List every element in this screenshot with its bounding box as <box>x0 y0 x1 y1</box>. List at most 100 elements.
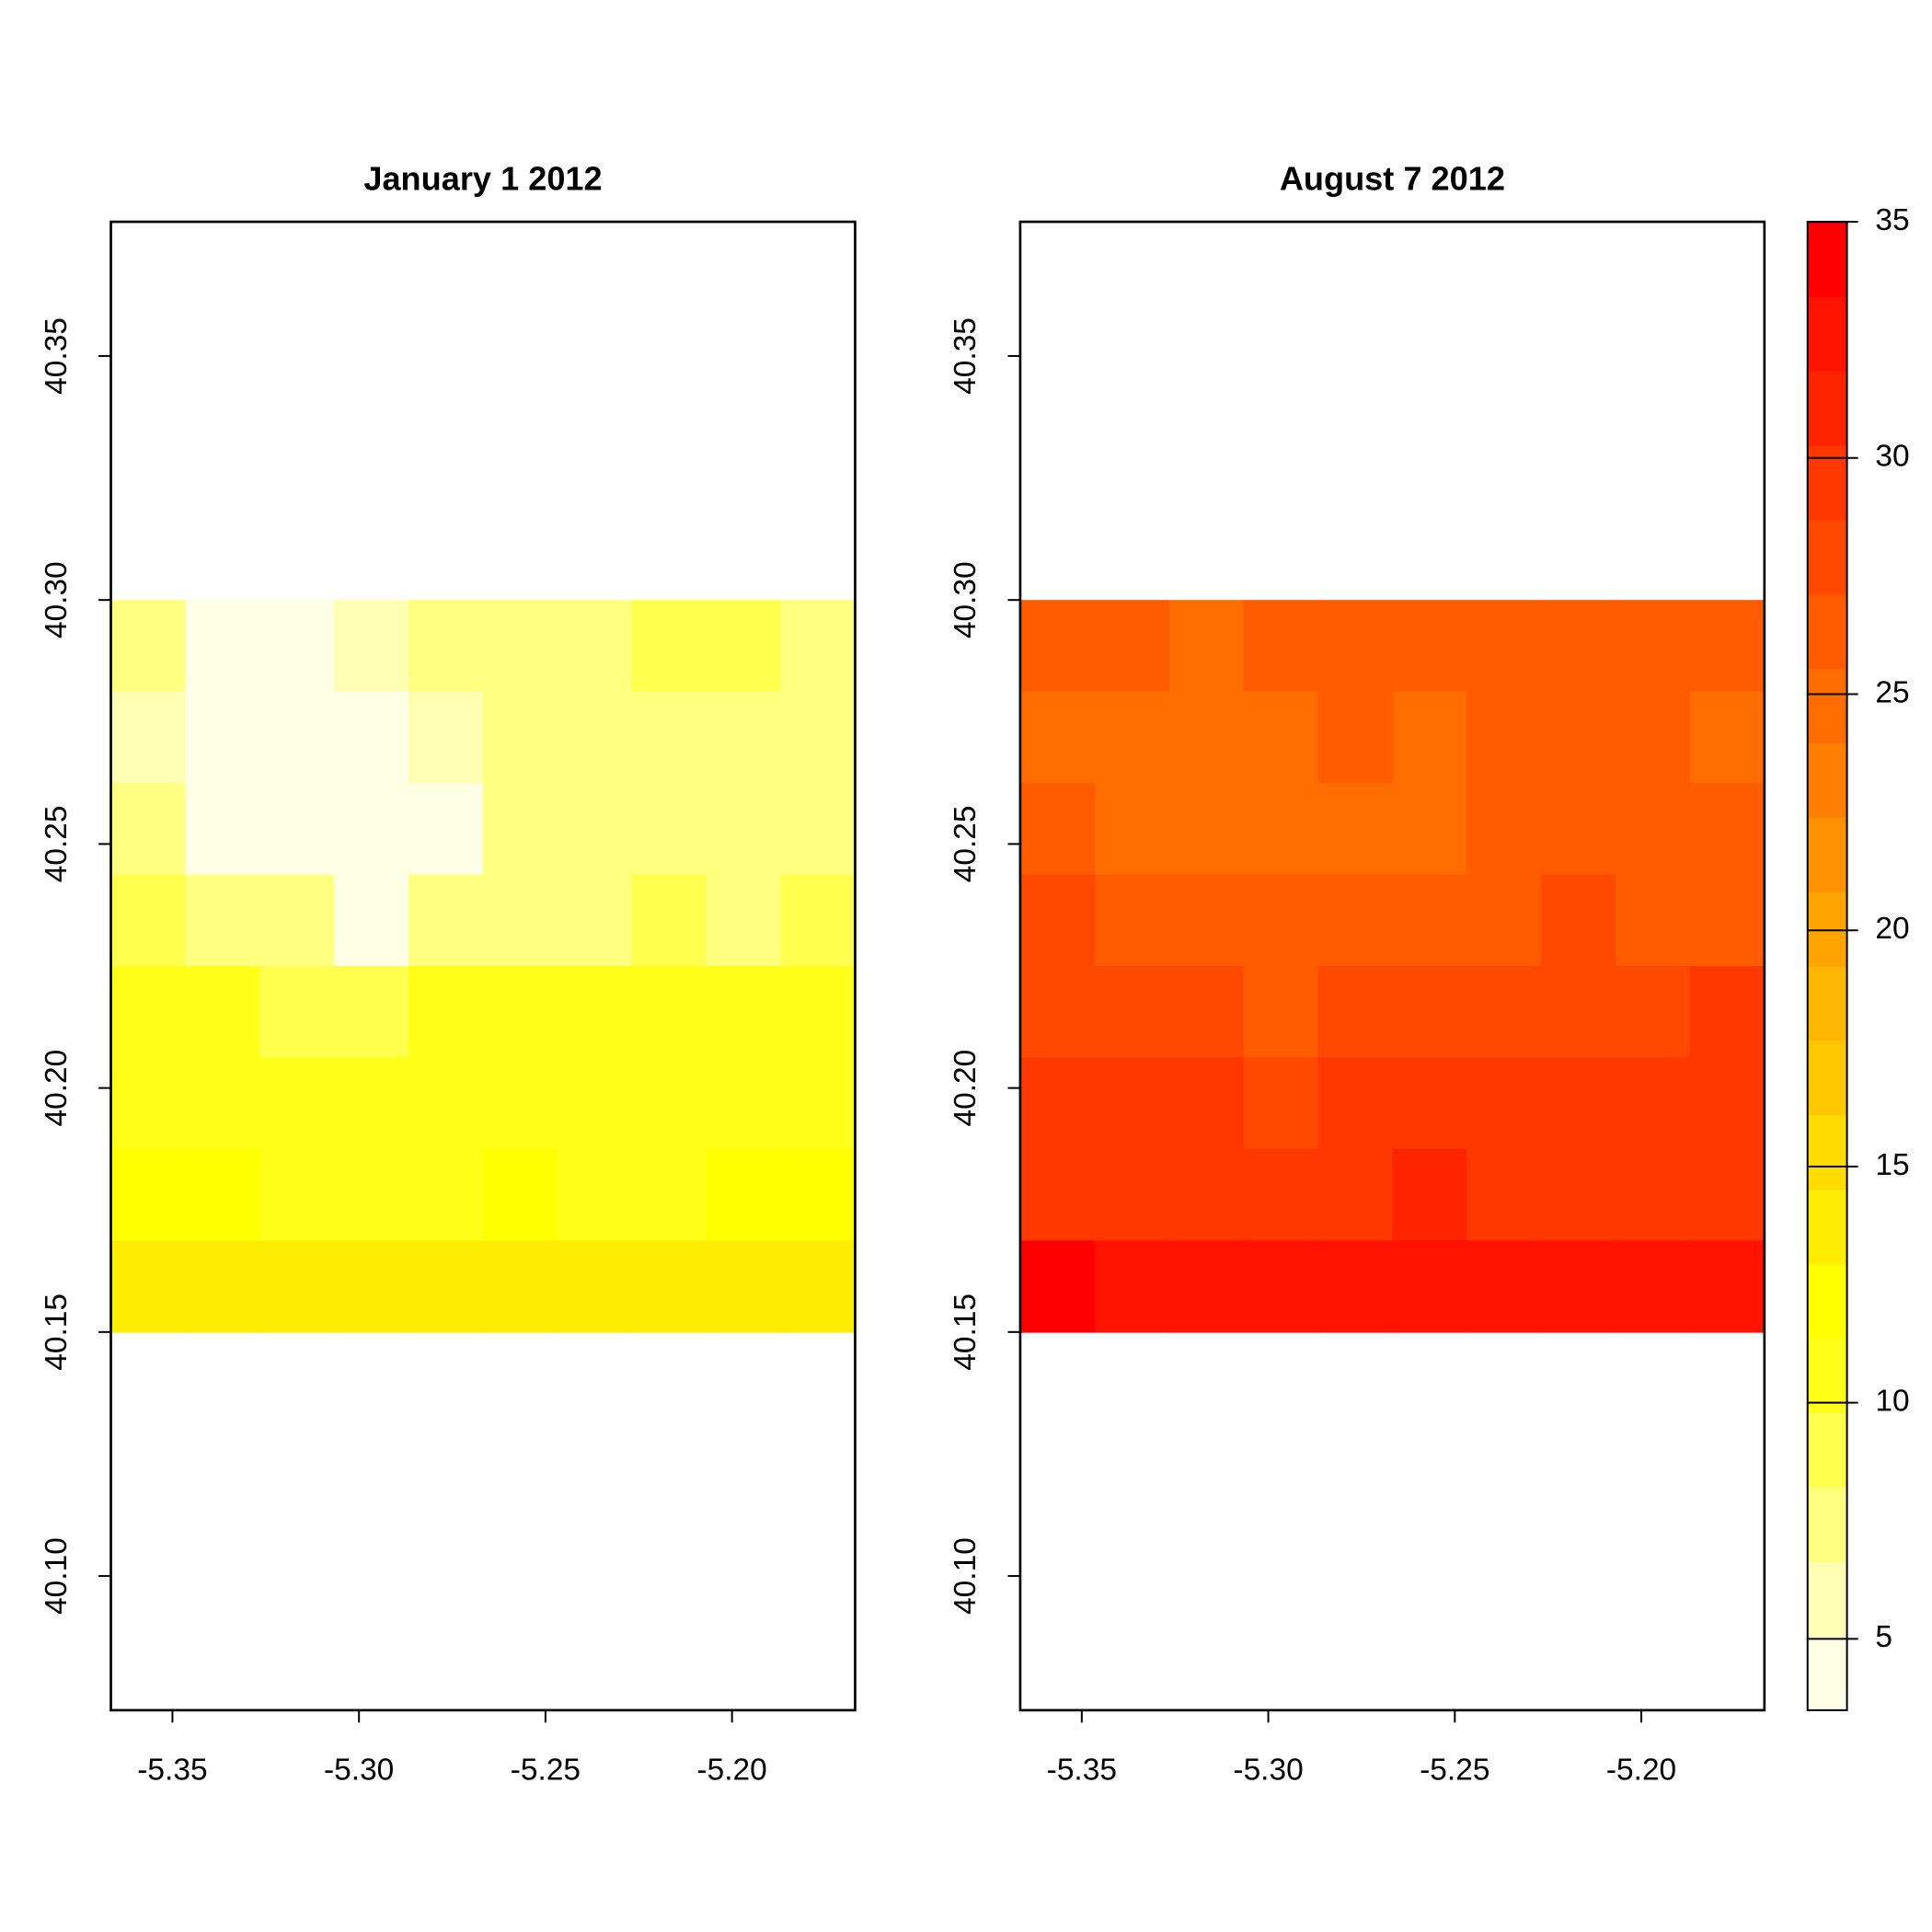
raster-cell <box>557 783 633 876</box>
colorbar-bin <box>1807 1040 1847 1116</box>
raster-cell <box>1541 691 1616 784</box>
y-tick-label: 40.35 <box>40 317 74 395</box>
raster-cell <box>110 966 187 1059</box>
raster-cell <box>706 874 782 967</box>
raster-cell <box>1168 600 1245 693</box>
colorbar-bin <box>1807 1636 1847 1711</box>
raster-cell <box>1466 874 1542 967</box>
raster-cell <box>1094 783 1170 876</box>
y-tick-label: 40.10 <box>40 1537 74 1615</box>
raster-cell <box>1019 1057 1096 1150</box>
raster-cell <box>334 1057 409 1150</box>
raster-cell <box>1243 691 1319 784</box>
raster-cell <box>1317 1057 1394 1150</box>
raster-cell <box>483 874 558 967</box>
colorbar-bin <box>1807 370 1847 446</box>
colorbar-bin <box>1807 1412 1847 1488</box>
raster-cell <box>780 966 857 1059</box>
raster-cell <box>1094 966 1170 1059</box>
raster-cell <box>1616 966 1691 1059</box>
raster-cell <box>706 1057 782 1150</box>
raster-cell <box>1019 966 1096 1059</box>
colorbar-tick-label: 5 <box>1875 1620 1892 1654</box>
colorbar-bin <box>1807 1189 1847 1265</box>
raster-cell <box>408 783 484 876</box>
raster-cell <box>1168 966 1245 1059</box>
y-tick-label: 40.30 <box>40 561 74 638</box>
raster-cell <box>1466 1240 1542 1333</box>
raster-cell <box>557 1240 633 1333</box>
raster-cell <box>1317 966 1394 1059</box>
raster-cell <box>110 1240 187 1333</box>
raster-cell <box>1689 1057 1765 1150</box>
raster-cell <box>110 1057 187 1150</box>
raster-cell <box>1168 1240 1245 1333</box>
raster-cell <box>1392 1148 1468 1242</box>
raster-cell <box>1541 874 1616 967</box>
raster-cell <box>1392 600 1468 693</box>
raster-cell <box>1094 600 1170 693</box>
raster-cell <box>110 600 187 693</box>
colorbar-bin <box>1807 742 1847 818</box>
raster-cell <box>408 691 484 784</box>
raster-cell <box>1616 783 1691 876</box>
raster-cell <box>706 691 782 784</box>
raster-cell <box>1094 1240 1170 1333</box>
raster-cell <box>185 1240 261 1333</box>
raster-cell <box>780 874 857 967</box>
raster-cell <box>1317 874 1394 967</box>
raster-cell <box>185 783 261 876</box>
raster-cell <box>408 1148 484 1242</box>
raster-cell <box>1689 1148 1765 1242</box>
raster-cell <box>1094 874 1170 967</box>
y-tick-label: 40.35 <box>949 317 983 395</box>
raster-cell <box>259 691 336 784</box>
raster-cell <box>1466 966 1542 1059</box>
y-tick-label: 40.15 <box>40 1294 74 1371</box>
raster-cell <box>334 966 409 1059</box>
raster-cell <box>706 600 782 693</box>
raster-cell <box>1466 783 1542 876</box>
raster-cell <box>185 691 261 784</box>
raster-cell <box>259 966 336 1059</box>
raster-cell <box>334 874 409 967</box>
raster-cell <box>631 1240 707 1333</box>
raster-cell <box>185 1148 261 1242</box>
raster-cell <box>1392 966 1468 1059</box>
raster-cell <box>110 1148 187 1242</box>
colorbar-bin <box>1807 519 1847 595</box>
raster-cell <box>557 1148 633 1242</box>
raster-cell <box>706 966 782 1059</box>
raster-cell <box>259 1148 336 1242</box>
raster-cell <box>557 966 633 1059</box>
raster-cell <box>1541 783 1616 876</box>
raster-cell <box>780 783 857 876</box>
raster-cell <box>1243 1057 1319 1150</box>
raster-cell <box>1094 1148 1170 1242</box>
raster-cell <box>1019 874 1096 967</box>
colorbar-bin <box>1807 444 1847 521</box>
raster-cell <box>706 783 782 876</box>
raster-cell <box>1243 783 1319 876</box>
colorbar-bin <box>1807 668 1847 743</box>
raster-cell <box>780 691 857 784</box>
raster-cell <box>259 1240 336 1333</box>
raster-cell <box>334 1240 409 1333</box>
chart-title: January 1 2012 <box>363 159 602 197</box>
raster-cell <box>1168 691 1245 784</box>
raster-cell <box>1243 1148 1319 1242</box>
raster-cell <box>557 600 633 693</box>
colorbar-bin <box>1807 891 1847 967</box>
raster-cell <box>1689 600 1765 693</box>
raster-cell <box>1019 691 1096 784</box>
raster-cell <box>780 1240 857 1333</box>
plot-frame <box>1018 220 1766 1712</box>
raster-cell <box>631 783 707 876</box>
colorbar-tick-label: 20 <box>1875 912 1909 946</box>
colorbar-bin <box>1807 966 1847 1041</box>
raster-cell <box>185 874 261 967</box>
colorbar-bin <box>1807 1561 1847 1637</box>
y-tick-label: 40.20 <box>949 1050 983 1127</box>
